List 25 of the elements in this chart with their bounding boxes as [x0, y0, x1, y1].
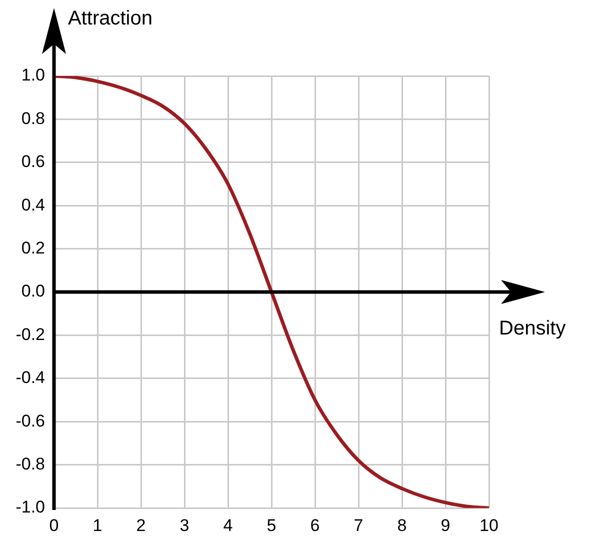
x-tick-label: 6 — [310, 516, 320, 535]
y-tick-label: 0.0 — [21, 282, 45, 301]
y-tick-label: -0.4 — [16, 368, 45, 388]
x-tick-label: 1 — [92, 516, 102, 535]
y-axis-title: Attraction — [68, 8, 152, 30]
y-tick-label: 0.4 — [21, 195, 45, 214]
x-tick-label: 4 — [223, 516, 233, 535]
y-tick-label: 0.6 — [21, 152, 45, 172]
y-tick-label: -0.2 — [16, 324, 45, 344]
x-tick-label: 8 — [397, 516, 407, 535]
x-tick-label: 9 — [440, 516, 450, 535]
y-tick-label: 0.8 — [21, 108, 45, 128]
line-series — [54, 76, 489, 508]
x-axis-title: Density — [499, 318, 566, 340]
x-tick-label: 2 — [136, 516, 146, 535]
x-tick-label: 10 — [480, 516, 498, 535]
y-tick-label: -1.0 — [16, 498, 45, 517]
y-tick-label: -0.8 — [16, 454, 45, 474]
x-tick-label: 5 — [266, 516, 276, 535]
y-tick-label: 0.2 — [21, 238, 45, 258]
y-tick-label: -0.6 — [16, 411, 45, 430]
x-tick-label: 7 — [354, 516, 364, 535]
y-tick-label: 1.0 — [21, 66, 45, 85]
x-tick-label: 3 — [180, 516, 190, 535]
x-tick-label: 0 — [49, 516, 59, 535]
